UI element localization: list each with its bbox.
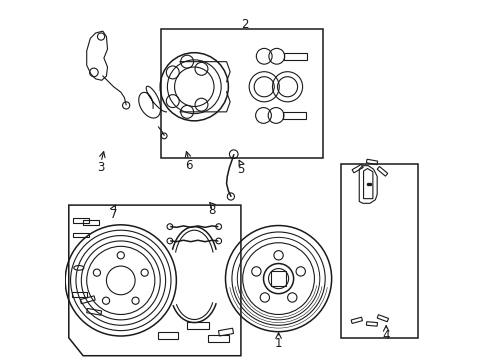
- Text: 4: 4: [382, 329, 389, 342]
- Text: 8: 8: [208, 204, 216, 217]
- Bar: [72, 292, 86, 297]
- Bar: [73, 233, 89, 237]
- Bar: [271, 271, 285, 286]
- Text: 2: 2: [240, 18, 248, 31]
- Bar: [83, 220, 99, 225]
- Bar: [80, 296, 95, 304]
- Bar: [284, 53, 306, 60]
- Bar: [376, 166, 387, 176]
- Bar: [207, 335, 229, 342]
- Bar: [366, 322, 377, 326]
- Bar: [73, 219, 89, 223]
- Text: 3: 3: [97, 161, 104, 174]
- Text: 6: 6: [185, 159, 192, 172]
- Text: 5: 5: [237, 163, 244, 176]
- Bar: [351, 165, 363, 173]
- Bar: [218, 328, 233, 336]
- Bar: [187, 322, 208, 329]
- Bar: [282, 112, 305, 119]
- Bar: [350, 317, 362, 323]
- Bar: [366, 159, 377, 165]
- Bar: [341, 164, 418, 338]
- Text: 1: 1: [274, 337, 282, 350]
- Bar: [86, 309, 102, 315]
- Bar: [376, 315, 388, 322]
- Bar: [161, 30, 323, 158]
- Text: 7: 7: [110, 208, 117, 221]
- Bar: [158, 332, 178, 338]
